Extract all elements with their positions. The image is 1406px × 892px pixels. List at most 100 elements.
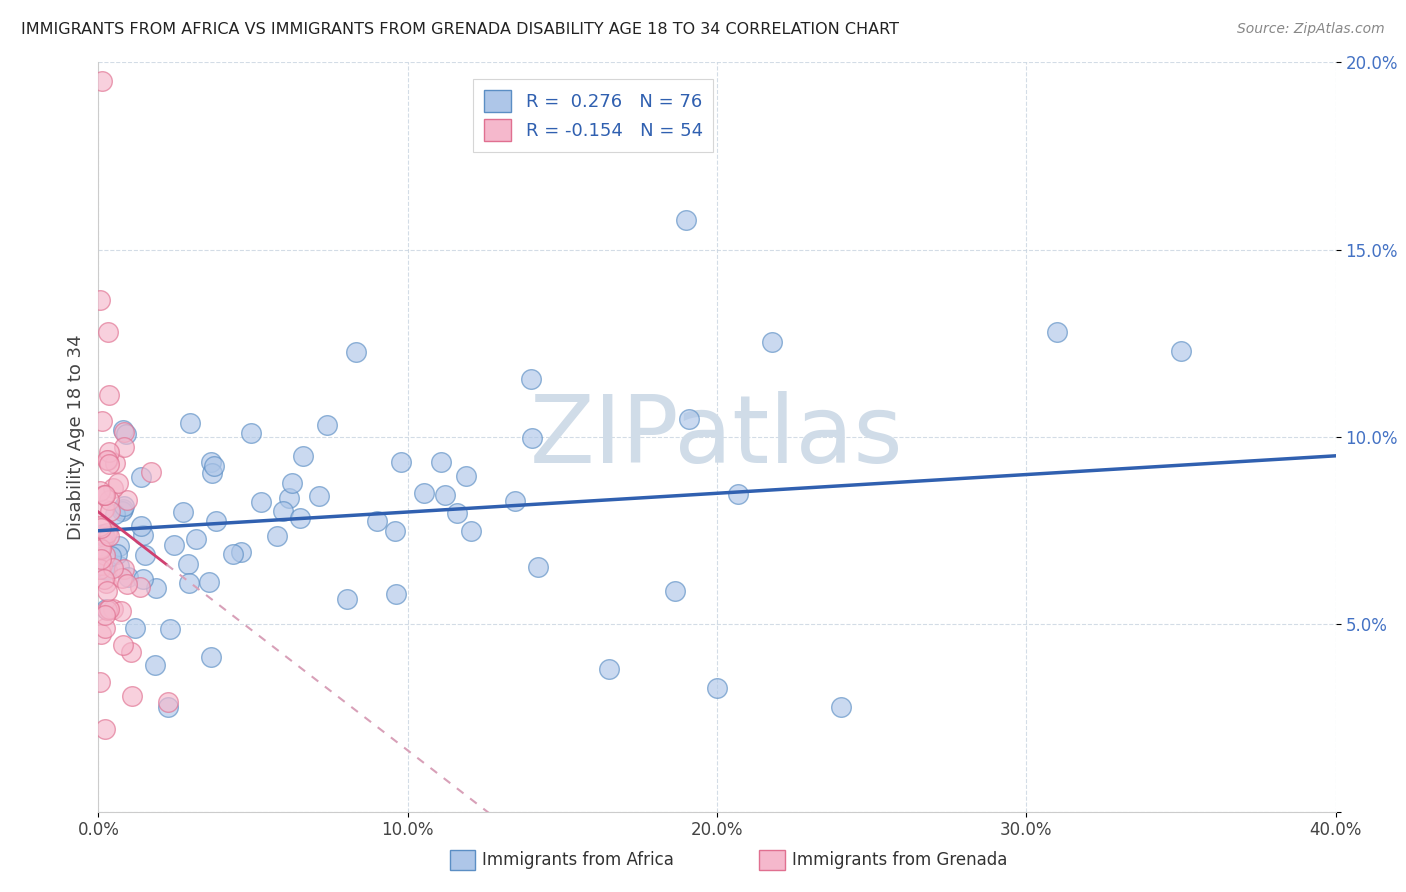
Point (132, 527, 155, 541)
Point (446, 507, 468, 521)
Point (96, 563, 118, 577)
Point (186, 533, 208, 547)
Point (678, 411, 700, 425)
Point (239, 426, 262, 441)
Point (94, 621, 117, 635)
Point (98, 529, 121, 543)
Point (202, 458, 225, 473)
Point (110, 504, 132, 518)
Point (98, 388, 121, 402)
Point (112, 423, 135, 437)
Point (115, 493, 138, 508)
Point (271, 504, 294, 518)
Point (266, 529, 288, 543)
Point (520, 432, 543, 446)
Point (98, 504, 121, 518)
Point (93, 561, 115, 575)
Point (91, 558, 114, 572)
Point (157, 695, 180, 709)
Point (98, 601, 121, 615)
Point (93, 488, 115, 502)
Point (336, 592, 359, 607)
Point (145, 581, 167, 595)
Point (384, 524, 406, 538)
Point (172, 505, 194, 519)
Point (89, 293, 111, 307)
Point (527, 560, 550, 574)
Point (159, 622, 181, 636)
Point (598, 662, 620, 676)
Point (104, 456, 127, 470)
Point (96, 525, 118, 540)
Point (89, 541, 111, 555)
Point (101, 481, 124, 495)
Point (90, 74, 112, 88)
Text: ZIPatlas: ZIPatlas (530, 391, 904, 483)
Point (505, 493, 527, 508)
Point (229, 545, 252, 559)
Point (277, 491, 299, 506)
Point (111, 638, 134, 652)
Point (97, 325, 120, 339)
Point (316, 418, 339, 433)
Point (281, 475, 304, 490)
Point (112, 502, 135, 516)
Point (250, 495, 273, 509)
Point (1170, 343, 1192, 358)
Point (706, 681, 728, 695)
Point (198, 575, 221, 590)
Point (111, 571, 134, 585)
Point (177, 557, 200, 571)
Point (91, 527, 114, 541)
Point (94, 548, 117, 562)
Point (101, 601, 124, 615)
Point (110, 604, 132, 618)
Point (288, 510, 311, 524)
Point (830, 699, 852, 714)
Point (97, 445, 120, 459)
Point (90, 533, 112, 547)
Point (139, 465, 162, 479)
Point (1046, 325, 1069, 339)
Point (308, 489, 330, 503)
Point (129, 580, 152, 594)
Point (96, 453, 118, 467)
Point (132, 573, 155, 587)
Point (89, 675, 111, 690)
Point (100, 549, 122, 564)
Point (93, 530, 115, 544)
Point (519, 372, 541, 386)
Text: Immigrants from Grenada: Immigrants from Grenada (792, 851, 1007, 869)
Point (107, 475, 129, 490)
Point (96, 584, 118, 599)
Point (675, 212, 697, 227)
Point (291, 449, 314, 463)
Point (413, 486, 436, 500)
Point (90, 626, 112, 640)
Text: IMMIGRANTS FROM AFRICA VS IMMIGRANTS FROM GRENADA DISABILITY AGE 18 TO 34 CORREL: IMMIGRANTS FROM AFRICA VS IMMIGRANTS FRO… (21, 22, 898, 37)
Point (124, 621, 146, 635)
Point (179, 576, 201, 591)
Point (727, 487, 749, 501)
Point (112, 561, 135, 575)
Point (129, 519, 152, 533)
Point (93, 502, 115, 516)
Point (163, 538, 186, 552)
Point (94, 602, 117, 616)
Point (429, 454, 451, 468)
Point (120, 645, 142, 659)
Point (101, 560, 124, 574)
Point (179, 417, 201, 431)
Point (89, 562, 111, 576)
Point (117, 569, 139, 583)
Text: Source: ZipAtlas.com: Source: ZipAtlas.com (1237, 22, 1385, 37)
Point (134, 548, 156, 562)
Point (389, 454, 412, 468)
Point (112, 441, 135, 455)
Point (761, 335, 783, 350)
Point (434, 487, 457, 501)
Point (115, 577, 138, 591)
Point (96, 603, 118, 617)
Point (121, 689, 143, 703)
Point (108, 559, 131, 574)
